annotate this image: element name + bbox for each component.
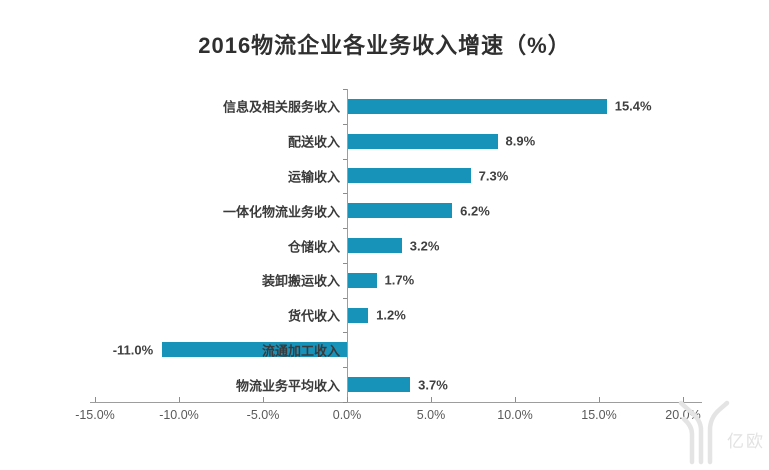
category-label: 物流业务平均收入 bbox=[235, 378, 340, 394]
category-axis-tick bbox=[343, 158, 347, 160]
x-axis-tick bbox=[683, 397, 684, 402]
x-axis-tick bbox=[263, 397, 264, 402]
value-label: 1.7% bbox=[384, 272, 415, 288]
value-label: 7.3% bbox=[478, 168, 509, 184]
x-axis-tick bbox=[95, 397, 96, 402]
category-axis-tick bbox=[343, 297, 347, 299]
bar-3 bbox=[348, 203, 453, 219]
x-axis-tick-label: 0.0% bbox=[332, 408, 362, 422]
bar-0 bbox=[348, 98, 607, 114]
category-label: 流通加工收入 bbox=[261, 343, 340, 359]
value-label: 6.2% bbox=[460, 203, 490, 219]
yiou-logo-watermark bbox=[678, 400, 730, 465]
category-label: 装卸搬运收入 bbox=[261, 273, 340, 289]
x-axis-line bbox=[90, 402, 702, 403]
bar-8 bbox=[348, 377, 411, 393]
watermark-text: 亿欧 bbox=[727, 432, 765, 451]
chart-title: 2016物流企业各业务收入增速（%） bbox=[198, 33, 571, 58]
category-axis-tick bbox=[343, 332, 347, 334]
bar-5 bbox=[348, 272, 377, 288]
value-label: 3.7% bbox=[418, 377, 448, 393]
x-axis-tick bbox=[431, 397, 432, 402]
x-axis-tick-label: 5.0% bbox=[416, 408, 446, 422]
x-axis-tick-label: -5.0% bbox=[246, 408, 280, 422]
category-label: 运输收入 bbox=[287, 169, 340, 185]
x-axis-tick bbox=[347, 397, 348, 402]
category-label: 信息及相关服务收入 bbox=[222, 99, 340, 115]
x-axis-tick bbox=[179, 397, 180, 402]
category-axis-tick bbox=[343, 402, 347, 403]
value-label: 8.9% bbox=[505, 133, 536, 149]
category-label: 一体化物流业务收入 bbox=[222, 204, 340, 220]
category-axis-tick bbox=[343, 228, 347, 230]
x-axis-tick-label: 15.0% bbox=[581, 408, 617, 422]
bar-2 bbox=[348, 168, 471, 184]
value-label: 1.2% bbox=[376, 307, 406, 323]
category-axis-tick bbox=[343, 262, 347, 264]
bar-7 bbox=[162, 342, 347, 358]
category-axis-tick bbox=[343, 367, 347, 369]
yiou-logo bbox=[678, 400, 730, 465]
category-axis-tick bbox=[343, 89, 347, 90]
bar-1 bbox=[348, 133, 498, 149]
value-label: -11.0% bbox=[112, 342, 154, 358]
value-label: 3.2% bbox=[409, 238, 440, 253]
x-axis-tick-label: 10.0% bbox=[497, 408, 533, 422]
x-axis-tick-label: -10.0% bbox=[159, 408, 199, 422]
x-axis-tick bbox=[515, 397, 516, 402]
x-axis-tick bbox=[599, 397, 600, 402]
bar-4 bbox=[348, 238, 402, 253]
category-label: 仓储收入 bbox=[287, 239, 340, 254]
value-label: 15.4% bbox=[614, 98, 652, 114]
category-label: 配送收入 bbox=[287, 134, 340, 150]
x-axis-tick-label: -15.0% bbox=[75, 408, 115, 422]
category-label: 货代收入 bbox=[287, 308, 340, 324]
y-axis-line bbox=[347, 89, 348, 402]
bar-6 bbox=[348, 307, 369, 323]
category-axis-tick bbox=[343, 193, 347, 195]
category-axis-tick bbox=[343, 123, 347, 125]
